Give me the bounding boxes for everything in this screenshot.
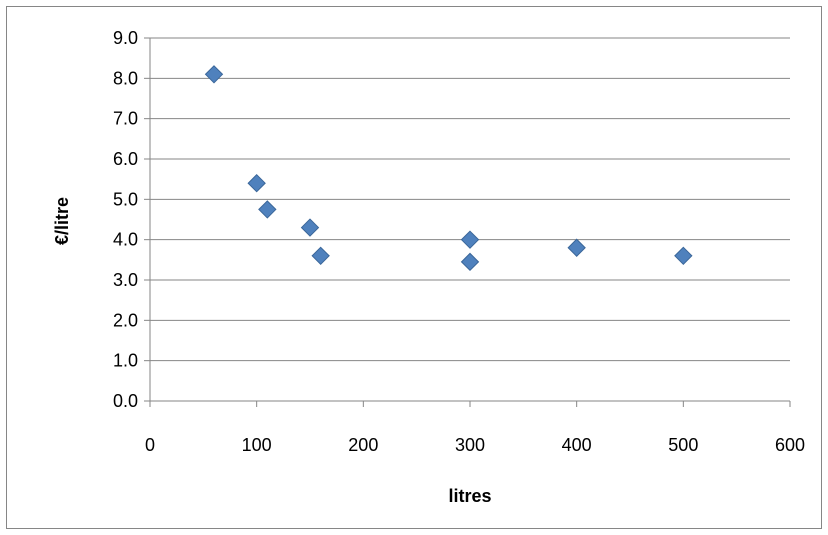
data-point bbox=[258, 200, 277, 219]
y-tick-label: 3.0 bbox=[113, 270, 138, 290]
y-tick-label: 9.0 bbox=[113, 28, 138, 48]
y-tick-label: 0.0 bbox=[113, 391, 138, 411]
y-tick-label: 1.0 bbox=[113, 351, 138, 371]
data-point bbox=[311, 246, 330, 266]
x-tick-label: 0 bbox=[145, 435, 155, 455]
y-tick-label: 8.0 bbox=[113, 68, 138, 88]
y-tick-label: 4.0 bbox=[113, 230, 138, 250]
gridlines bbox=[150, 37, 790, 362]
chart-area bbox=[6, 6, 822, 529]
x-tick-label: 300 bbox=[455, 435, 485, 455]
data-point bbox=[674, 246, 693, 266]
x-tick-labels: 0 100 200 300 400 500 600 bbox=[145, 435, 805, 455]
x-tick-label: 100 bbox=[242, 435, 272, 455]
x-tick-label: 500 bbox=[668, 435, 698, 455]
x-tick-label: 400 bbox=[562, 435, 592, 455]
data-point bbox=[204, 65, 224, 84]
data-point bbox=[567, 238, 586, 257]
y-tick-label: 5.0 bbox=[113, 189, 138, 209]
y-tick-label: 6.0 bbox=[113, 149, 138, 169]
y-tick-label: 2.0 bbox=[113, 310, 138, 330]
data-point bbox=[300, 218, 320, 237]
x-axis-title: litres bbox=[448, 486, 491, 506]
axes bbox=[144, 37, 791, 407]
x-tick-label: 200 bbox=[348, 435, 378, 455]
data-point bbox=[247, 173, 266, 193]
y-axis-title: €/litre bbox=[52, 197, 72, 245]
data-points bbox=[204, 65, 693, 272]
data-point bbox=[460, 252, 480, 272]
y-tick-label: 7.0 bbox=[113, 109, 138, 129]
y-tick-labels: 0.0 1.0 2.0 3.0 4.0 5.0 6.0 7.0 8.0 9.0 bbox=[113, 28, 138, 411]
data-point bbox=[460, 230, 480, 249]
x-tick-label: 600 bbox=[775, 435, 805, 455]
